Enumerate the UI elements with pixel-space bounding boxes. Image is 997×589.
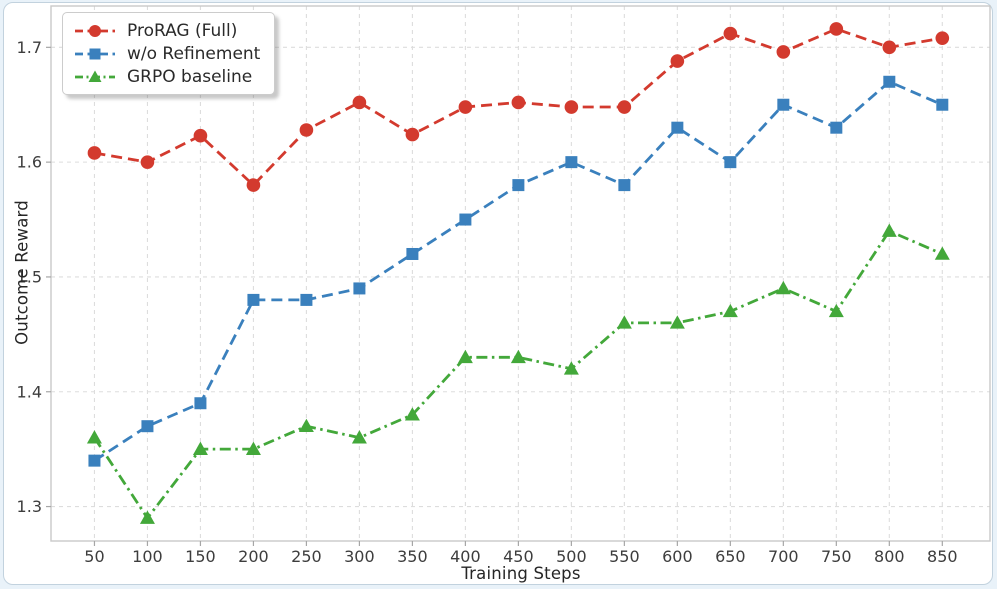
data-point-marker bbox=[935, 31, 950, 45]
y-tick-label: 1.4 bbox=[17, 382, 42, 401]
y-tick-label: 1.3 bbox=[17, 497, 42, 516]
data-point-marker bbox=[616, 315, 632, 329]
data-point-marker bbox=[934, 246, 950, 260]
data-point-marker bbox=[829, 22, 844, 36]
legend: ProRAG (Full) w/o Refinement GRPO baseline bbox=[62, 12, 276, 95]
data-point-marker bbox=[882, 40, 897, 55]
data-point-marker bbox=[246, 178, 261, 192]
data-point-marker bbox=[618, 179, 631, 192]
data-point-marker bbox=[828, 303, 844, 318]
data-point-marker bbox=[86, 430, 102, 444]
data-point-marker bbox=[194, 397, 207, 410]
x-tick-label: 650 bbox=[715, 547, 746, 566]
x-tick-label: 50 bbox=[84, 547, 104, 566]
series-w-o-refinement bbox=[88, 75, 949, 467]
data-point-marker bbox=[722, 303, 738, 318]
data-point-marker bbox=[300, 293, 313, 306]
chart-card bbox=[3, 2, 993, 585]
series-line bbox=[93, 229, 943, 521]
x-tick-label: 100 bbox=[132, 547, 163, 566]
legend-triangle-marker-icon bbox=[88, 70, 102, 82]
data-point-marker bbox=[87, 146, 102, 160]
legend-square-marker-icon bbox=[89, 48, 101, 59]
data-point-marker bbox=[88, 454, 101, 467]
y-tick-label: 1.5 bbox=[17, 267, 42, 286]
x-tick-label: 700 bbox=[768, 547, 799, 566]
data-point-marker bbox=[777, 98, 790, 111]
x-tick-label: 800 bbox=[874, 547, 905, 566]
x-tick-label: 850 bbox=[927, 547, 958, 566]
legend-line-sample bbox=[75, 70, 115, 82]
data-point-marker bbox=[352, 95, 367, 110]
data-point-marker bbox=[245, 441, 261, 455]
legend-label: GRPO baseline bbox=[127, 66, 253, 87]
x-tick-label: 400 bbox=[450, 547, 481, 566]
data-point-marker bbox=[192, 441, 208, 455]
data-point-marker bbox=[298, 418, 314, 432]
data-point-marker bbox=[775, 280, 791, 295]
legend-label: w/o Refinement bbox=[127, 43, 261, 64]
legend-line-sample bbox=[75, 24, 115, 37]
data-point-marker bbox=[670, 54, 685, 68]
legend-label: ProRAG (Full) bbox=[127, 20, 238, 41]
x-tick-label: 250 bbox=[291, 547, 322, 566]
data-point-marker bbox=[406, 247, 419, 260]
data-point-marker bbox=[724, 156, 737, 169]
data-point-marker bbox=[563, 361, 579, 375]
axes-spines bbox=[50, 5, 991, 542]
y-tick-label: 1.6 bbox=[17, 153, 42, 172]
data-point-marker bbox=[776, 45, 791, 59]
data-point-marker bbox=[512, 179, 525, 192]
data-point-marker bbox=[247, 293, 260, 306]
data-point-marker bbox=[351, 430, 367, 444]
data-point-marker bbox=[404, 407, 420, 421]
y-axis-label: Outcome Reward bbox=[12, 200, 32, 345]
data-point-marker bbox=[457, 349, 473, 364]
data-point-marker bbox=[881, 223, 897, 237]
x-tick-label: 600 bbox=[662, 547, 693, 566]
data-point-marker bbox=[830, 121, 843, 134]
data-point-marker bbox=[140, 155, 155, 169]
data-point-marker bbox=[458, 100, 473, 114]
x-tick-label: 350 bbox=[397, 547, 428, 566]
data-point-marker bbox=[405, 127, 420, 142]
x-tick-label: 550 bbox=[609, 547, 640, 566]
x-tick-label: 750 bbox=[821, 547, 852, 566]
data-point-marker bbox=[299, 123, 314, 137]
x-tick-label: 150 bbox=[185, 547, 216, 566]
x-axis-label: Training Steps bbox=[461, 564, 581, 583]
data-point-marker bbox=[193, 128, 208, 143]
x-tick-label: 200 bbox=[238, 547, 269, 566]
data-point-marker bbox=[723, 26, 738, 41]
data-point-marker bbox=[671, 121, 684, 134]
data-point-marker bbox=[141, 420, 154, 433]
data-point-marker bbox=[139, 510, 155, 524]
data-point-marker bbox=[353, 282, 366, 295]
data-point-marker bbox=[564, 100, 579, 114]
data-point-marker bbox=[669, 315, 685, 329]
data-point-marker bbox=[510, 349, 526, 364]
data-point-marker bbox=[936, 98, 949, 111]
legend-item-grpo-baseline: GRPO baseline bbox=[73, 66, 260, 87]
data-point-marker bbox=[511, 95, 526, 110]
legend-circle-marker-icon bbox=[89, 24, 101, 37]
legend-item-w-o-refinement: w/o Refinement bbox=[73, 43, 261, 64]
series-prorag-full- bbox=[87, 22, 950, 192]
data-point-marker bbox=[565, 156, 578, 169]
data-point-marker bbox=[459, 213, 472, 226]
y-tick-label: 1.7 bbox=[17, 38, 42, 57]
data-point-marker bbox=[883, 75, 896, 88]
x-tick-label: 500 bbox=[556, 547, 587, 566]
x-tick-label: 300 bbox=[344, 547, 375, 566]
legend-item-prorag-full-: ProRAG (Full) bbox=[73, 20, 260, 41]
series-grpo-baseline bbox=[86, 223, 950, 524]
data-point-marker bbox=[617, 100, 632, 114]
x-tick-label: 450 bbox=[503, 547, 534, 566]
legend-line-sample bbox=[75, 48, 115, 59]
